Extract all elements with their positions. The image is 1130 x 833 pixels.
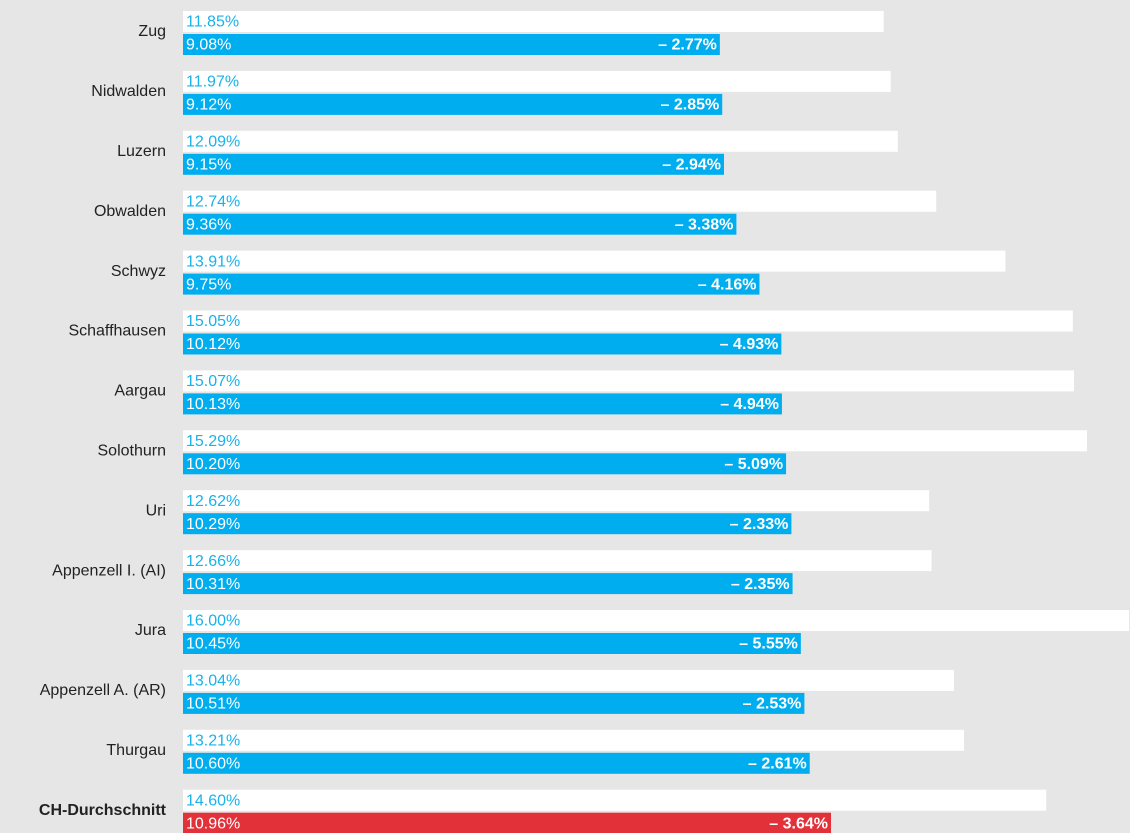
category-label: Jura [135, 622, 166, 639]
value-label: 10.51% [186, 696, 240, 713]
value-label: 10.60% [186, 756, 240, 773]
bar [183, 610, 1129, 631]
bar [183, 669, 954, 691]
value-label: 11.97% [186, 74, 239, 91]
value-label: 13.04% [186, 673, 240, 690]
difference-label: – 4.93% [720, 336, 779, 353]
value-label: 10.96% [186, 815, 240, 832]
bar [183, 70, 891, 92]
difference-label: – 4.16% [698, 276, 757, 293]
bar [183, 93, 723, 115]
bar [183, 34, 720, 55]
bar [183, 692, 805, 714]
value-label: 10.13% [186, 396, 240, 413]
value-label: 9.36% [186, 216, 231, 233]
value-label: 15.07% [186, 373, 240, 390]
difference-label: – 2.35% [731, 576, 790, 593]
bar [183, 153, 724, 175]
bar [183, 752, 810, 774]
bar [183, 453, 787, 475]
difference-label: – 2.77% [658, 37, 717, 54]
category-label: Obwalden [94, 203, 166, 220]
bar [183, 190, 937, 212]
value-label: 13.21% [186, 733, 240, 750]
category-label: CH-Durchschnitt [39, 802, 167, 819]
value-label: 9.15% [186, 157, 231, 174]
value-label: 9.08% [186, 37, 231, 54]
category-label: Nidwalden [91, 83, 166, 100]
category-label: Uri [146, 502, 166, 519]
bar [183, 633, 801, 654]
value-label: 16.00% [186, 613, 240, 630]
difference-label: – 2.94% [662, 157, 721, 174]
bar [183, 812, 832, 833]
value-label: 10.20% [186, 456, 240, 473]
difference-label: – 5.55% [739, 636, 798, 653]
bar [183, 430, 1088, 452]
difference-label: – 3.64% [769, 815, 828, 832]
value-label: 10.31% [186, 576, 240, 593]
category-label: Schaffhausen [68, 323, 166, 340]
difference-label: – 4.94% [720, 396, 779, 413]
category-label: Solothurn [98, 443, 167, 460]
category-label: Appenzell I. (AI) [52, 562, 166, 579]
difference-label: – 3.38% [675, 216, 734, 233]
value-label: 10.12% [186, 336, 240, 353]
bar [183, 550, 932, 572]
value-label: 11.85% [186, 14, 239, 31]
difference-label: – 2.33% [730, 516, 789, 533]
value-label: 9.12% [186, 97, 231, 114]
difference-label: – 2.61% [748, 756, 807, 773]
bar [183, 393, 782, 415]
value-label: 10.29% [186, 516, 240, 533]
value-label: 15.29% [186, 433, 240, 450]
bar [183, 513, 792, 535]
value-label: 12.09% [186, 134, 240, 151]
value-label: 12.66% [186, 553, 240, 570]
value-label: 12.74% [186, 193, 240, 210]
difference-label: – 2.85% [661, 97, 720, 114]
difference-label: – 2.53% [743, 696, 802, 713]
value-label: 12.62% [186, 493, 240, 510]
bar [183, 573, 793, 595]
bar [183, 310, 1073, 332]
bar [183, 729, 965, 751]
value-label: 10.45% [186, 636, 240, 653]
value-label: 13.91% [186, 253, 240, 270]
value-label: 15.05% [186, 313, 240, 330]
category-label: Zug [138, 23, 166, 40]
bar [183, 789, 1047, 811]
bar [183, 490, 930, 512]
bar [183, 213, 737, 235]
category-label: Luzern [117, 143, 166, 160]
category-label: Schwyz [111, 263, 166, 280]
bar [183, 11, 884, 32]
category-label: Thurgau [106, 742, 166, 759]
bar [183, 333, 782, 355]
category-label: Appenzell A. (AR) [40, 682, 166, 699]
difference-label: – 5.09% [724, 456, 783, 473]
bar [183, 130, 898, 152]
value-label: 14.60% [186, 792, 240, 809]
category-label: Aargau [114, 383, 166, 400]
value-label: 9.75% [186, 276, 231, 293]
bar [183, 250, 1006, 272]
bar [183, 273, 760, 295]
bar [183, 370, 1075, 392]
